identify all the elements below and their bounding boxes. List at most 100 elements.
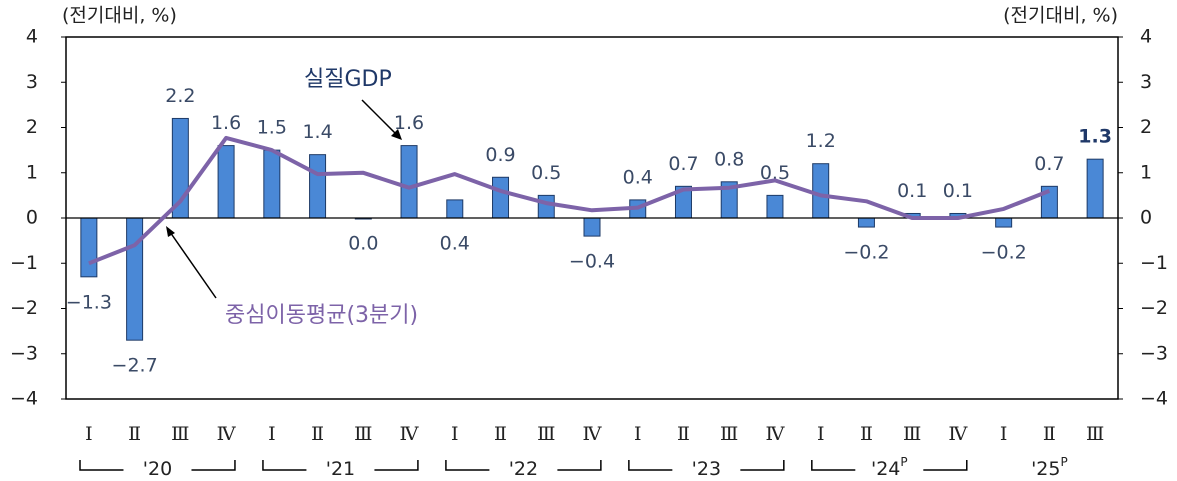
x-tick-label: Ⅱ (677, 423, 690, 445)
data-label: −0.4 (569, 251, 615, 273)
bar (1086, 158, 1104, 219)
data-label: 1.3 (1078, 126, 1112, 148)
x-tick-label: Ⅳ (948, 423, 968, 445)
data-label: 0.4 (623, 166, 653, 188)
data-label: 0.7 (1034, 153, 1064, 175)
bar (766, 194, 784, 219)
year-label: '21 (326, 458, 355, 480)
x-tick-label: Ⅲ (720, 423, 738, 445)
data-label: −2.7 (112, 355, 158, 377)
data-label: 0.0 (348, 233, 378, 255)
y-tick-label: 4 (26, 26, 38, 48)
data-label: 0.5 (531, 162, 561, 184)
annotation-arrow (169, 231, 217, 299)
x-tick-label: Ⅳ (217, 423, 237, 445)
x-tick-label: Ⅱ (860, 423, 873, 445)
y-tick-label: 3 (26, 71, 38, 93)
x-tick-label: Ⅰ (1000, 423, 1008, 445)
year-text: '22 (509, 458, 538, 480)
bar (492, 176, 510, 219)
y2-tick-label: 1 (1140, 161, 1152, 183)
annotation-arrow (361, 99, 399, 137)
year-text: '23 (692, 458, 721, 480)
year-text: '20 (143, 458, 172, 480)
y-tick-label: 0 (26, 207, 38, 229)
bar (537, 194, 555, 219)
y-tick-label: −1 (10, 252, 38, 274)
year-label: '20 (143, 458, 172, 480)
year-text: '21 (326, 458, 355, 480)
data-label: 0.5 (760, 162, 790, 184)
x-tick-label: Ⅲ (537, 423, 555, 445)
data-label: −0.2 (843, 242, 889, 264)
year-bracket (262, 460, 419, 471)
year-bracket (628, 460, 785, 471)
bar (812, 163, 830, 219)
year-sup: P (900, 455, 907, 469)
y2-tick-label: −4 (1140, 388, 1168, 410)
y-tick-label: −3 (10, 342, 38, 364)
bar (309, 154, 327, 219)
data-label: 0.7 (668, 153, 698, 175)
data-label: 0.4 (440, 233, 470, 255)
y2-tick-label: 2 (1140, 116, 1152, 138)
x-tick-label: Ⅱ (311, 423, 324, 445)
x-tick-label: Ⅰ (85, 423, 93, 445)
x-tick-label: Ⅲ (1086, 423, 1104, 445)
year-text: '24 (871, 458, 900, 480)
x-tick-label: Ⅲ (171, 423, 189, 445)
year-label: '24P (871, 455, 908, 480)
year-label: '25P (1031, 455, 1068, 480)
bar (446, 199, 464, 219)
x-tick-label: Ⅲ (903, 423, 921, 445)
x-tick-label: Ⅰ (451, 423, 459, 445)
y-tick-label: 2 (26, 116, 38, 138)
data-label: 2.2 (165, 85, 195, 107)
y-tick-label: −2 (10, 297, 38, 319)
year-label: '22 (509, 458, 538, 480)
y2-tick-label: −2 (1140, 297, 1168, 319)
data-label: 1.4 (302, 121, 332, 143)
x-tick-label: Ⅰ (817, 423, 825, 445)
bar (583, 217, 601, 237)
y-tick-label: 1 (26, 161, 38, 183)
data-label: −0.2 (981, 242, 1027, 264)
x-tick-label: Ⅱ (494, 423, 507, 445)
bar (400, 145, 418, 219)
data-label: 0.1 (897, 180, 927, 202)
x-tick-label: Ⅳ (400, 423, 420, 445)
line-annotation: 중심이동평균(3분기) (225, 303, 418, 328)
year-bracket (445, 460, 602, 471)
bar-annotation: 실질GDP (304, 67, 392, 92)
year-bracket (79, 460, 236, 471)
y2-tick-label: −3 (1140, 342, 1168, 364)
y-axis-label: (전기대비, %) (62, 5, 177, 27)
x-tick-label: Ⅰ (634, 423, 642, 445)
y-tick-label: −4 (10, 388, 38, 410)
data-label: 1.5 (257, 117, 287, 139)
y2-tick-label: −1 (1140, 252, 1168, 274)
bar (217, 145, 235, 219)
x-tick-label: Ⅱ (128, 423, 141, 445)
year-label: '23 (692, 458, 721, 480)
y2-axis-label: (전기대비, %) (1003, 5, 1118, 27)
bar (263, 149, 281, 219)
data-label: 0.8 (714, 148, 744, 170)
data-label: −1.3 (66, 291, 112, 313)
moving-average-line (88, 135, 1051, 266)
arrowhead (166, 226, 175, 237)
arrowhead (391, 129, 402, 140)
x-tick-label: Ⅳ (583, 423, 603, 445)
x-tick-label: Ⅱ (1043, 423, 1056, 445)
data-label: 1.6 (394, 112, 424, 134)
bar (995, 217, 1013, 228)
y2-tick-label: 0 (1140, 207, 1152, 229)
x-tick-label: Ⅳ (765, 423, 785, 445)
y2-tick-label: 3 (1140, 71, 1152, 93)
year-bracket (811, 460, 968, 471)
data-label: 1.6 (211, 112, 241, 134)
data-label: 0.9 (485, 144, 515, 166)
x-tick-label: Ⅲ (354, 423, 372, 445)
bar (80, 217, 98, 278)
